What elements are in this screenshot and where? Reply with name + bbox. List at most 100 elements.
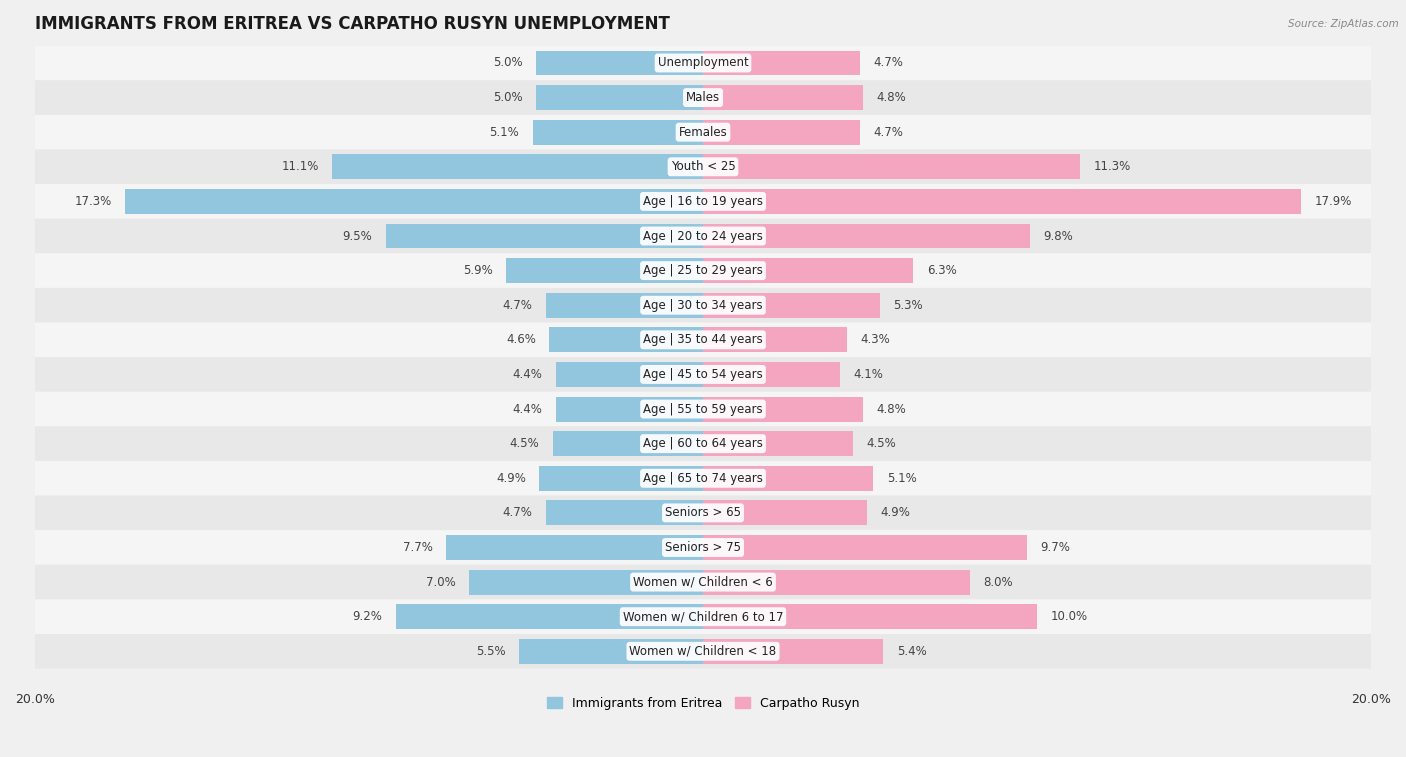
Bar bbox=[546, 500, 703, 525]
Text: Age | 45 to 54 years: Age | 45 to 54 years bbox=[643, 368, 763, 381]
Bar bbox=[332, 154, 703, 179]
Text: 4.9%: 4.9% bbox=[880, 506, 910, 519]
FancyBboxPatch shape bbox=[35, 322, 1371, 357]
Text: 7.0%: 7.0% bbox=[426, 575, 456, 589]
Bar bbox=[506, 258, 703, 283]
Bar bbox=[703, 500, 866, 525]
Text: Age | 55 to 59 years: Age | 55 to 59 years bbox=[643, 403, 763, 416]
FancyBboxPatch shape bbox=[35, 184, 1371, 219]
Text: 4.4%: 4.4% bbox=[513, 368, 543, 381]
Bar bbox=[446, 535, 703, 560]
Text: Males: Males bbox=[686, 91, 720, 104]
FancyBboxPatch shape bbox=[35, 357, 1371, 391]
Text: 4.7%: 4.7% bbox=[873, 126, 903, 139]
Bar bbox=[553, 431, 703, 456]
FancyBboxPatch shape bbox=[35, 80, 1371, 115]
Text: 4.5%: 4.5% bbox=[866, 437, 897, 450]
FancyBboxPatch shape bbox=[35, 461, 1371, 496]
FancyBboxPatch shape bbox=[35, 45, 1371, 80]
Bar bbox=[703, 569, 970, 594]
Bar bbox=[470, 569, 703, 594]
Text: 17.9%: 17.9% bbox=[1315, 195, 1351, 208]
Bar bbox=[703, 604, 1038, 629]
Bar bbox=[703, 466, 873, 491]
Bar bbox=[395, 604, 703, 629]
Text: Source: ZipAtlas.com: Source: ZipAtlas.com bbox=[1288, 19, 1399, 29]
Text: 11.3%: 11.3% bbox=[1094, 160, 1130, 173]
Text: Seniors > 75: Seniors > 75 bbox=[665, 541, 741, 554]
Text: 4.7%: 4.7% bbox=[873, 57, 903, 70]
Text: 5.4%: 5.4% bbox=[897, 645, 927, 658]
Text: 4.8%: 4.8% bbox=[877, 403, 907, 416]
Bar bbox=[703, 639, 883, 664]
FancyBboxPatch shape bbox=[35, 288, 1371, 322]
FancyBboxPatch shape bbox=[35, 254, 1371, 288]
FancyBboxPatch shape bbox=[35, 565, 1371, 600]
Bar bbox=[703, 223, 1031, 248]
Bar bbox=[540, 466, 703, 491]
Bar bbox=[703, 85, 863, 110]
Text: Age | 25 to 29 years: Age | 25 to 29 years bbox=[643, 264, 763, 277]
Text: 4.7%: 4.7% bbox=[503, 299, 533, 312]
Text: 9.5%: 9.5% bbox=[343, 229, 373, 242]
Bar bbox=[555, 362, 703, 387]
Text: 4.8%: 4.8% bbox=[877, 91, 907, 104]
FancyBboxPatch shape bbox=[35, 496, 1371, 530]
Text: Age | 30 to 34 years: Age | 30 to 34 years bbox=[643, 299, 763, 312]
Text: Females: Females bbox=[679, 126, 727, 139]
Text: 9.8%: 9.8% bbox=[1043, 229, 1073, 242]
Bar bbox=[703, 535, 1026, 560]
FancyBboxPatch shape bbox=[35, 600, 1371, 634]
Text: 4.6%: 4.6% bbox=[506, 333, 536, 347]
Text: 4.1%: 4.1% bbox=[853, 368, 883, 381]
FancyBboxPatch shape bbox=[35, 634, 1371, 668]
Text: 5.9%: 5.9% bbox=[463, 264, 492, 277]
Text: Age | 35 to 44 years: Age | 35 to 44 years bbox=[643, 333, 763, 347]
Bar bbox=[703, 397, 863, 422]
Bar bbox=[550, 327, 703, 352]
Bar bbox=[385, 223, 703, 248]
Bar bbox=[703, 327, 846, 352]
Text: 5.1%: 5.1% bbox=[887, 472, 917, 484]
Text: 5.0%: 5.0% bbox=[494, 57, 523, 70]
Bar bbox=[125, 189, 703, 214]
Text: Age | 60 to 64 years: Age | 60 to 64 years bbox=[643, 437, 763, 450]
Bar bbox=[533, 120, 703, 145]
FancyBboxPatch shape bbox=[35, 149, 1371, 184]
Text: Seniors > 65: Seniors > 65 bbox=[665, 506, 741, 519]
Text: Women w/ Children 6 to 17: Women w/ Children 6 to 17 bbox=[623, 610, 783, 623]
Bar bbox=[536, 51, 703, 76]
FancyBboxPatch shape bbox=[35, 115, 1371, 149]
Bar bbox=[703, 293, 880, 318]
Text: Youth < 25: Youth < 25 bbox=[671, 160, 735, 173]
Text: 4.9%: 4.9% bbox=[496, 472, 526, 484]
Text: 10.0%: 10.0% bbox=[1050, 610, 1087, 623]
Bar bbox=[703, 189, 1301, 214]
Legend: Immigrants from Eritrea, Carpatho Rusyn: Immigrants from Eritrea, Carpatho Rusyn bbox=[541, 692, 865, 715]
Text: 9.7%: 9.7% bbox=[1040, 541, 1070, 554]
Text: 4.3%: 4.3% bbox=[860, 333, 890, 347]
Bar bbox=[703, 258, 914, 283]
Text: 5.3%: 5.3% bbox=[893, 299, 922, 312]
Text: 5.0%: 5.0% bbox=[494, 91, 523, 104]
Bar bbox=[519, 639, 703, 664]
Text: 4.4%: 4.4% bbox=[513, 403, 543, 416]
Text: Unemployment: Unemployment bbox=[658, 57, 748, 70]
FancyBboxPatch shape bbox=[35, 530, 1371, 565]
Text: Age | 20 to 24 years: Age | 20 to 24 years bbox=[643, 229, 763, 242]
Bar bbox=[703, 362, 839, 387]
Text: 4.5%: 4.5% bbox=[509, 437, 540, 450]
Text: 9.2%: 9.2% bbox=[353, 610, 382, 623]
Bar bbox=[536, 85, 703, 110]
Text: IMMIGRANTS FROM ERITREA VS CARPATHO RUSYN UNEMPLOYMENT: IMMIGRANTS FROM ERITREA VS CARPATHO RUSY… bbox=[35, 15, 669, 33]
Text: 4.7%: 4.7% bbox=[503, 506, 533, 519]
Text: 17.3%: 17.3% bbox=[75, 195, 111, 208]
Text: 5.1%: 5.1% bbox=[489, 126, 519, 139]
FancyBboxPatch shape bbox=[35, 391, 1371, 426]
Bar bbox=[555, 397, 703, 422]
Text: Age | 16 to 19 years: Age | 16 to 19 years bbox=[643, 195, 763, 208]
Bar bbox=[703, 120, 860, 145]
Bar bbox=[703, 154, 1080, 179]
Text: Women w/ Children < 18: Women w/ Children < 18 bbox=[630, 645, 776, 658]
Text: 8.0%: 8.0% bbox=[984, 575, 1014, 589]
